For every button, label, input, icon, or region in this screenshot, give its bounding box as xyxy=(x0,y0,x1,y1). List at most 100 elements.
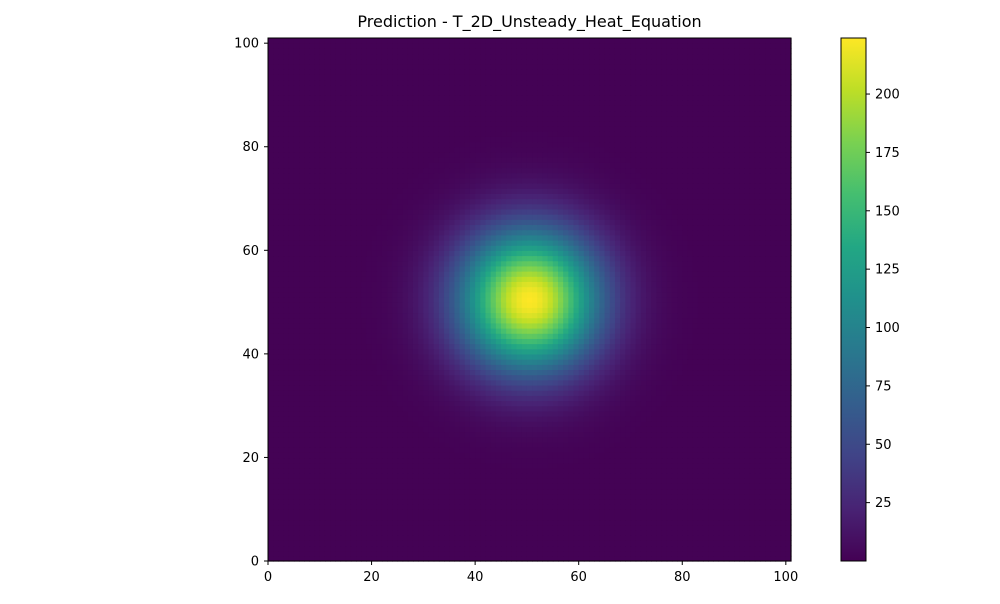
heatmap-cell xyxy=(397,385,403,391)
heatmap-cell xyxy=(662,307,668,313)
heatmap-cell xyxy=(444,411,450,417)
heatmap-cell xyxy=(522,395,528,401)
heatmap-cell xyxy=(594,416,600,422)
heatmap-cell xyxy=(517,535,523,541)
heatmap-cell xyxy=(454,499,460,505)
heatmap-cell xyxy=(397,457,403,463)
heatmap-cell xyxy=(470,312,476,318)
heatmap-cell xyxy=(672,364,678,370)
heatmap-cell xyxy=(309,509,315,515)
heatmap-cell xyxy=(770,344,776,350)
heatmap-cell xyxy=(501,447,507,453)
heatmap-cell xyxy=(672,520,678,526)
heatmap-cell xyxy=(532,426,538,432)
heatmap-cell xyxy=(527,447,533,453)
heatmap-cell xyxy=(574,483,580,489)
heatmap-cell xyxy=(434,535,440,541)
heatmap-cell xyxy=(403,302,409,308)
heatmap-cell xyxy=(397,483,403,489)
heatmap-cell xyxy=(537,442,543,448)
heatmap-cell xyxy=(765,354,771,360)
heatmap-cell xyxy=(548,318,554,324)
heatmap-cell xyxy=(651,406,657,412)
heatmap-cell xyxy=(662,432,668,438)
heatmap-cell xyxy=(377,437,383,443)
heatmap-cell xyxy=(620,473,626,479)
heatmap-cell xyxy=(485,447,491,453)
heatmap-cell xyxy=(465,354,471,360)
heatmap-cell xyxy=(687,406,693,412)
heatmap-cell xyxy=(594,349,600,355)
heatmap-cell xyxy=(299,344,305,350)
heatmap-cell xyxy=(444,328,450,334)
heatmap-cell xyxy=(377,406,383,412)
heatmap-cell xyxy=(444,530,450,536)
heatmap-cell xyxy=(429,318,435,324)
heatmap-cell xyxy=(351,468,357,474)
heatmap-cell xyxy=(755,338,761,344)
heatmap-cell xyxy=(677,530,683,536)
heatmap-cell xyxy=(553,411,559,417)
heatmap-cell xyxy=(522,416,528,422)
heatmap-cell xyxy=(729,535,735,541)
heatmap-cell xyxy=(579,437,585,443)
heatmap-cell xyxy=(729,349,735,355)
heatmap-cell xyxy=(724,530,730,536)
heatmap-cell xyxy=(553,385,559,391)
heatmap-cell xyxy=(724,442,730,448)
heatmap-cell xyxy=(729,338,735,344)
heatmap-cell xyxy=(615,494,621,500)
heatmap-cell xyxy=(630,333,636,339)
heatmap-cell xyxy=(320,520,326,526)
heatmap-cell xyxy=(284,333,290,339)
heatmap-cell xyxy=(294,468,300,474)
heatmap-cell xyxy=(341,406,347,412)
heatmap-cell xyxy=(548,395,554,401)
heatmap-cell xyxy=(553,328,559,334)
heatmap-cell xyxy=(485,406,491,412)
heatmap-cell xyxy=(755,437,761,443)
heatmap-cell xyxy=(496,442,502,448)
heatmap-cell xyxy=(677,354,683,360)
heatmap-cell xyxy=(434,468,440,474)
heatmap-cell xyxy=(542,499,548,505)
heatmap-cell xyxy=(682,323,688,329)
heatmap-cell xyxy=(454,369,460,375)
heatmap-cell xyxy=(366,437,372,443)
heatmap-cell xyxy=(734,483,740,489)
heatmap-cell xyxy=(475,489,481,495)
heatmap-cell xyxy=(646,447,652,453)
heatmap-cell xyxy=(397,312,403,318)
heatmap-cell xyxy=(677,535,683,541)
heatmap-cell xyxy=(320,349,326,355)
heatmap-cell xyxy=(356,473,362,479)
heatmap-cell xyxy=(594,483,600,489)
heatmap-cell xyxy=(439,318,445,324)
heatmap-cell xyxy=(470,338,476,344)
heatmap-cell xyxy=(636,369,642,375)
heatmap-cell xyxy=(605,489,611,495)
heatmap-cell xyxy=(703,520,709,526)
heatmap-cell xyxy=(667,473,673,479)
heatmap-cell xyxy=(698,478,704,484)
heatmap-cell xyxy=(693,447,699,453)
heatmap-cell xyxy=(465,328,471,334)
heatmap-cell xyxy=(356,333,362,339)
heatmap-cell xyxy=(341,302,347,308)
heatmap-cell xyxy=(693,369,699,375)
heatmap-cell xyxy=(579,509,585,515)
heatmap-cell xyxy=(366,551,372,557)
heatmap-cell xyxy=(366,312,372,318)
heatmap-cell xyxy=(320,380,326,386)
heatmap-cell xyxy=(382,307,388,313)
heatmap-cell xyxy=(403,369,409,375)
heatmap-cell xyxy=(682,380,688,386)
heatmap-cell xyxy=(760,432,766,438)
heatmap-cell xyxy=(511,333,517,339)
heatmap-cell xyxy=(584,473,590,479)
heatmap-cell xyxy=(781,504,787,510)
heatmap-cell xyxy=(693,400,699,406)
heatmap-cell xyxy=(392,312,398,318)
heatmap-cell xyxy=(667,530,673,536)
